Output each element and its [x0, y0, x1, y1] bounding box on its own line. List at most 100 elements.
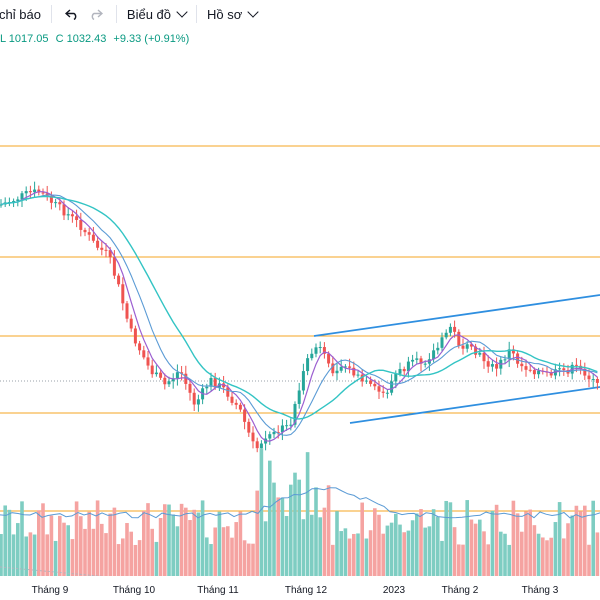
- candle-body: [28, 191, 32, 193]
- volume-bar: [318, 517, 322, 585]
- volume-bar: [352, 533, 356, 585]
- volume-bar: [104, 533, 108, 585]
- candle-body: [16, 199, 20, 201]
- candle-body: [574, 364, 578, 366]
- volume-bar: [45, 534, 49, 585]
- candle-body: [175, 372, 179, 379]
- candle-body: [230, 396, 234, 403]
- time-axis-label: Tháng 2: [442, 585, 479, 596]
- volume-bar: [83, 528, 87, 585]
- candle-body: [196, 399, 200, 405]
- volume-bar: [335, 511, 339, 585]
- volume-bar: [137, 540, 142, 585]
- candle-body: [440, 337, 444, 348]
- volume-bar: [578, 511, 583, 585]
- volume-bar: [163, 504, 167, 585]
- volume-bar: [570, 515, 574, 585]
- volume-bar: [3, 505, 7, 585]
- volume-bar: [167, 504, 171, 585]
- candle-body: [70, 214, 74, 217]
- candle-body: [222, 383, 226, 388]
- legend-change: +9.33 (+0.91%): [113, 33, 190, 45]
- candle-body: [293, 403, 297, 425]
- volume-bar: [326, 485, 331, 585]
- candle-body: [591, 379, 595, 381]
- candle-body: [528, 369, 532, 371]
- volume-bar: [79, 516, 83, 585]
- moving-average-short: [0, 191, 598, 442]
- volume-bar: [394, 513, 398, 585]
- candle-body: [377, 386, 381, 392]
- volume-bar: [16, 523, 20, 585]
- candle-body: [104, 249, 108, 251]
- candle-body: [352, 367, 356, 376]
- candle-body: [272, 431, 276, 435]
- time-axis-label: Tháng 12: [285, 585, 328, 596]
- volume-bar: [448, 502, 453, 585]
- volume-bar: [251, 543, 255, 585]
- candle-body: [503, 359, 507, 361]
- chart-menu[interactable]: Biểu đồ: [127, 0, 188, 28]
- volume-bar: [7, 509, 12, 585]
- volume-bar: [478, 519, 482, 585]
- candle-body: [444, 332, 448, 338]
- volume-bar: [175, 526, 180, 585]
- top-toolbar: chỉ báo Biểu đồ Hồ sơ: [0, 0, 600, 28]
- volume-bar: [238, 511, 243, 585]
- volume-bar: [116, 544, 121, 585]
- toolbar-divider: [115, 5, 117, 23]
- ohlc-legend: L 1017.05 C 1032.43 +9.33 (+0.91%): [0, 33, 193, 45]
- candle-body: [423, 363, 427, 365]
- candle-body: [205, 386, 209, 389]
- volume-bar: [297, 479, 301, 585]
- volume-bar: [268, 460, 272, 585]
- volume-bar: [541, 537, 545, 585]
- candle-body: [49, 195, 53, 203]
- legend-close: C 1032.43: [55, 33, 107, 45]
- volume-bar: [406, 530, 411, 585]
- volume-bar: [587, 544, 591, 585]
- undo-icon[interactable]: [62, 4, 82, 24]
- volume-bar: [192, 509, 196, 585]
- candle-body: [587, 375, 591, 380]
- candle-body: [125, 303, 129, 319]
- volume-bar: [49, 515, 54, 585]
- candle-body: [436, 347, 440, 351]
- candle-body: [419, 358, 423, 364]
- candle-body: [360, 374, 364, 382]
- candle-body: [511, 349, 515, 354]
- candle-body: [457, 331, 461, 346]
- profile-menu[interactable]: Hồ sơ: [207, 0, 259, 28]
- candle-body: [243, 409, 247, 422]
- volume-bar: [41, 503, 45, 585]
- redo-icon[interactable]: [86, 4, 106, 24]
- candle-body: [133, 328, 137, 344]
- candle-body: [297, 390, 301, 404]
- candle-body: [188, 383, 192, 393]
- volume-bar: [226, 526, 230, 585]
- volume-bar: [515, 513, 520, 585]
- volume-bar: [482, 531, 486, 585]
- candle-body: [276, 431, 280, 433]
- candle-body: [322, 347, 326, 354]
- volume-bar: [28, 532, 33, 585]
- volume-bar: [66, 525, 70, 585]
- indicators-menu[interactable]: chỉ báo: [0, 0, 41, 28]
- volume-bar: [53, 540, 58, 585]
- candle-body: [238, 404, 242, 410]
- volume-bar: [507, 544, 511, 585]
- volume-bar: [184, 507, 188, 585]
- candle-body: [83, 229, 87, 233]
- candle-body: [20, 193, 24, 200]
- candle-body: [465, 344, 469, 349]
- candle-body: [58, 202, 62, 205]
- volume-bar: [58, 515, 62, 585]
- candle-body: [306, 358, 310, 372]
- volume-bar: [255, 490, 259, 585]
- volume-bar: [280, 497, 285, 585]
- candle-body: [268, 434, 272, 439]
- candle-body: [448, 326, 452, 333]
- candle-body: [154, 372, 158, 375]
- candle-body: [171, 378, 175, 382]
